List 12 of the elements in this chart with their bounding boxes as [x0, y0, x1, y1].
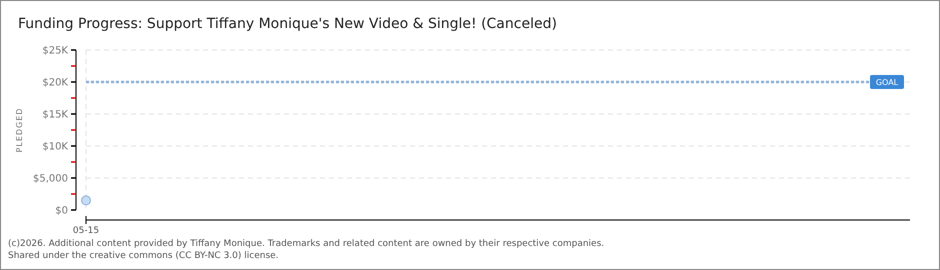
- y-tick-label: $5,000: [33, 174, 68, 184]
- x-tick-label: 05-15: [72, 226, 100, 236]
- y-axis-title: PLEDGED: [15, 108, 24, 152]
- y-tick-label: $20K: [42, 78, 68, 88]
- y-tick-label: $25K: [42, 46, 68, 56]
- text: Shared under the creative commons (CC BY-NC 3.0) license.: [8, 251, 279, 261]
- y-tick-label: $15K: [42, 110, 68, 120]
- y-tick-label: $0: [55, 206, 68, 216]
- ref-line-label: GOAL: [876, 78, 899, 87]
- text: (c)2026. Additional content provided by Tiffany Monique. Trademarks and related content are owned by their respective companies.: [8, 239, 604, 249]
- y-tick-label: $10K: [42, 142, 68, 152]
- text: Funding Progress: Support Tiffany Monique's New Video & Single! (Canceled): [18, 16, 557, 32]
